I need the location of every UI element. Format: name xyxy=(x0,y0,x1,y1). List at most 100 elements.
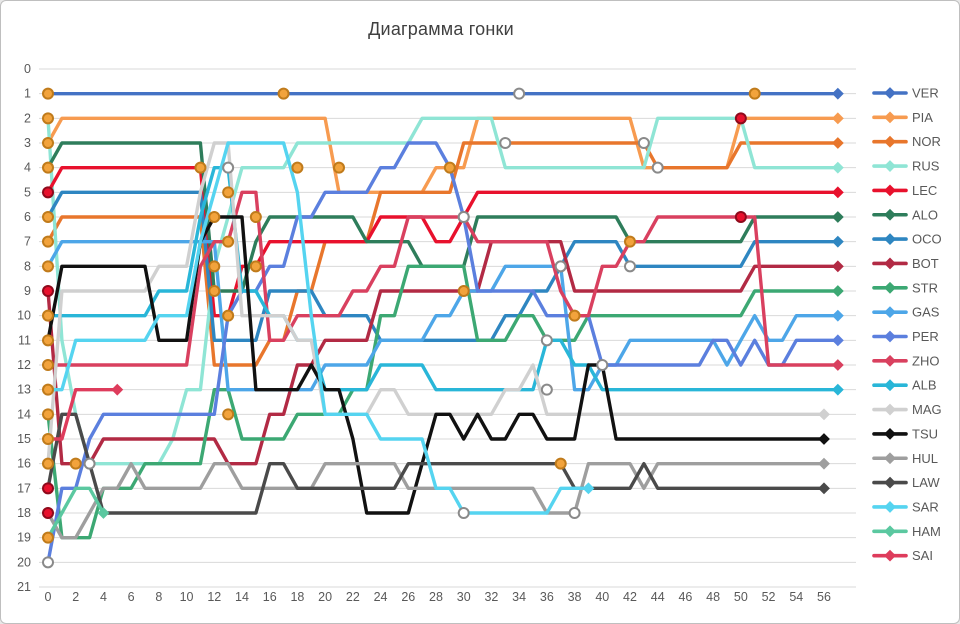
legend-label-GAS: GAS xyxy=(912,305,940,320)
hard-tyre-marker-MAG xyxy=(540,383,553,396)
medium-tyre-marker-STR xyxy=(42,408,54,421)
legend-marker-TSU xyxy=(884,427,896,440)
hard-tyre-marker-NOR xyxy=(651,161,664,174)
series-line-BOT xyxy=(46,239,840,466)
series-end-marker-STR xyxy=(831,285,844,297)
hard-tyre-marker-TSU xyxy=(596,359,609,372)
legend-marker-RUS xyxy=(884,160,896,172)
medium-tyre-marker-ALO xyxy=(42,161,54,174)
hard-tyre-marker-SAR xyxy=(457,507,470,520)
x-axis-tick-label: 10 xyxy=(180,590,194,604)
x-axis-tick-label: 52 xyxy=(762,590,776,604)
legend-marker-SAR xyxy=(884,501,896,513)
series-end-marker-HUL xyxy=(818,457,830,470)
medium-tyre-marker-PIA xyxy=(332,161,345,174)
legend-marker-HUL xyxy=(884,452,896,465)
x-axis-tick-label: 56 xyxy=(817,590,831,604)
legend-marker-ALO xyxy=(884,208,896,221)
medium-tyre-marker-VER xyxy=(42,87,54,100)
legend-label-LAW: LAW xyxy=(912,475,940,490)
series-end-marker-HAM xyxy=(97,507,110,519)
y-axis-tick-label: 10 xyxy=(17,309,31,323)
hard-tyre-marker-PER xyxy=(42,556,54,569)
legend-marker-STR xyxy=(884,281,896,294)
medium-tyre-marker-HAM xyxy=(42,531,54,544)
medium-tyre-marker-TSU xyxy=(42,334,54,347)
series-end-marker-ZHO xyxy=(831,359,844,371)
x-axis-tick-label: 54 xyxy=(789,590,803,604)
x-axis-tick-label: 42 xyxy=(623,590,637,604)
y-axis-tick-label: 4 xyxy=(24,161,31,175)
legend-marker-BOT xyxy=(884,257,896,270)
series-end-marker-VER xyxy=(831,87,844,100)
legend-label-BOT: BOT xyxy=(912,256,939,271)
y-axis-tick-label: 14 xyxy=(17,407,31,421)
series-line-LAW xyxy=(46,412,826,515)
x-axis-tick-label: 4 xyxy=(100,590,107,604)
x-axis-tick-label: 46 xyxy=(678,590,692,604)
y-axis-tick-label: 13 xyxy=(17,383,31,397)
y-axis-tick-label: 1 xyxy=(24,87,31,101)
medium-tyre-marker-MAG xyxy=(42,457,54,470)
x-axis-tick-label: 20 xyxy=(318,590,332,604)
series-line-SAR xyxy=(46,141,591,515)
medium-tyre-marker-ZHO xyxy=(249,211,262,224)
series-end-marker-GAS xyxy=(831,309,844,322)
series-line-NOR xyxy=(46,141,840,367)
x-axis-tick-label: 2 xyxy=(72,590,79,604)
x-axis-tick-label: 32 xyxy=(484,590,498,604)
legend-marker-NOR xyxy=(884,135,896,148)
medium-tyre-marker-LAW xyxy=(554,457,567,470)
soft-tyre-marker-RUS xyxy=(734,112,747,125)
medium-tyre-marker-RUS xyxy=(222,235,235,248)
chart-title: Диаграмма гонки xyxy=(368,19,514,39)
y-axis-tick-label: 18 xyxy=(17,506,31,520)
x-axis-tick-label: 30 xyxy=(457,590,471,604)
legend-label-OCO: OCO xyxy=(912,232,942,247)
series-end-marker-TSU xyxy=(818,433,830,445)
hard-tyre-marker-LAW xyxy=(83,457,96,470)
legend-marker-OCO xyxy=(884,233,896,246)
medium-tyre-marker-VER xyxy=(748,87,761,100)
y-axis-tick-label: 20 xyxy=(17,555,31,569)
y-axis-tick-label: 17 xyxy=(17,481,31,495)
legend-label-RUS: RUS xyxy=(912,159,940,174)
y-axis-tick-label: 8 xyxy=(24,259,31,273)
series-line-HUL xyxy=(46,462,826,540)
series-end-marker-PER xyxy=(831,334,844,347)
series-end-marker-PIA xyxy=(831,112,844,125)
medium-tyre-marker-ALB xyxy=(222,186,235,199)
x-axis-tick-label: 40 xyxy=(595,590,609,604)
legend-marker-GAS xyxy=(884,306,896,319)
x-axis-tick-label: 38 xyxy=(568,590,582,604)
series-end-marker-LAW xyxy=(818,482,830,495)
legend-label-VER: VER xyxy=(912,86,939,101)
x-axis-tick-label: 28 xyxy=(429,590,443,604)
medium-tyre-marker-ALB xyxy=(42,309,54,322)
legend-marker-MAG xyxy=(884,403,896,416)
y-axis-tick-label: 11 xyxy=(18,333,31,347)
y-axis-tick-label: 15 xyxy=(17,432,31,446)
y-axis-tick-label: 0 xyxy=(24,62,31,76)
medium-tyre-marker-LEC xyxy=(194,161,207,174)
legend-marker-PIA xyxy=(884,111,896,124)
x-axis-tick-label: 50 xyxy=(734,590,748,604)
x-axis-tick-label: 8 xyxy=(155,590,162,604)
hard-tyre-marker-ALB xyxy=(540,334,553,347)
x-axis-tick-label: 16 xyxy=(263,590,277,604)
x-axis-tick-label: 22 xyxy=(346,590,360,604)
legend-label-NOR: NOR xyxy=(912,134,941,149)
series-end-marker-ALO xyxy=(831,211,844,223)
series-end-marker-SAI xyxy=(111,383,124,396)
soft-tyre-marker-ZHO xyxy=(734,211,747,224)
series-end-marker-SAR xyxy=(582,482,595,495)
x-axis-tick-label: 6 xyxy=(128,590,135,604)
series-line-STR xyxy=(46,264,840,540)
medium-tyre-marker-TSU xyxy=(249,260,262,273)
hard-tyre-marker-GAS xyxy=(554,260,567,273)
medium-tyre-marker-STR xyxy=(457,285,470,298)
y-axis-tick-label: 6 xyxy=(24,210,31,224)
legend-label-ZHO: ZHO xyxy=(912,353,939,368)
legend-label-SAI: SAI xyxy=(912,548,933,563)
medium-tyre-marker-ALO xyxy=(208,211,221,224)
